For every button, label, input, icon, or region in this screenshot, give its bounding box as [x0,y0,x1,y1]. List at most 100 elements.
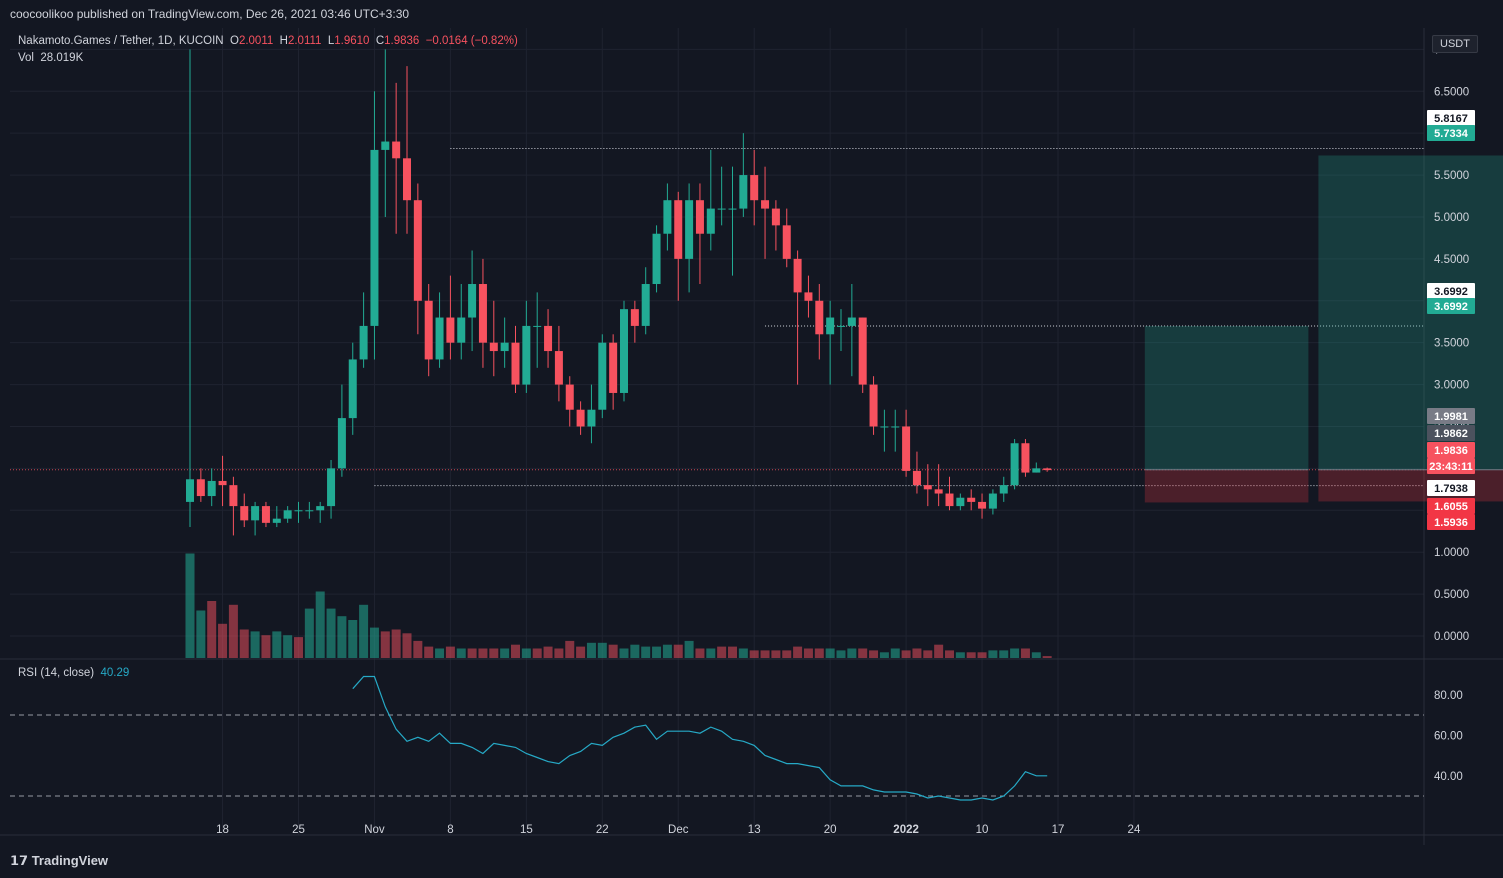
volume-bar [228,604,238,658]
candle-body [837,325,845,327]
candle-body [403,158,411,201]
price-tick-label: 0.0000 [1434,631,1469,643]
price-label-bg [1427,514,1475,530]
profit-zone [1144,325,1309,470]
price-label-bg [1427,425,1475,441]
candle-body [554,351,563,385]
candle-body [522,325,531,385]
candle-body [771,208,780,226]
tv-logo-icon: 𝟭𝟳 [10,853,32,868]
candle-body [435,317,444,360]
high-value: 2.0111 [287,35,322,47]
volume-bar [706,648,716,658]
price-label-bg [1427,298,1475,314]
volume-bar [369,627,379,658]
candle-body [489,342,498,352]
price-label-text: 1.6055 [1434,501,1468,513]
candle-body [880,426,889,428]
candle-body [327,468,336,507]
volume-bar [478,648,488,658]
volume-bar [391,629,401,658]
candle-body [782,225,791,259]
candle-body [261,506,270,523]
volume-bar [359,604,369,658]
volume-bar [445,646,455,658]
time-tick-label: 2022 [893,824,919,836]
volume-bar [1042,656,1052,658]
price-label: 1.9862 [1427,425,1475,441]
volume-bar [326,608,336,658]
time-tick-label: 20 [824,824,837,836]
tradingview-logo[interactable]: 𝟭𝟳 TradingView [10,853,108,869]
volume-bar [814,648,824,658]
time-tick-label: 25 [292,824,305,836]
candle-body [576,409,585,427]
price-label: 23:43:11 [1427,458,1475,474]
volume-bar [272,631,282,658]
volume-bar [294,637,303,658]
candle-body [847,317,856,326]
volume-bar [597,642,607,658]
chart-canvas[interactable]: 76.50006.00005.50005.00004.50004.00003.5… [0,28,1503,845]
time-axis[interactable]: 18 25 Nov 8 15 22 Dec 13 20 2022 10 17 24 [216,824,1141,836]
time-tick-label: 18 [216,824,229,836]
volume-bar [684,640,694,658]
volume-bar [456,648,466,658]
horizontal-lines[interactable] [10,148,1424,487]
volume-bar [424,646,434,658]
candle-body [717,208,726,210]
volume-bar [825,648,835,658]
close-label: C [375,35,385,47]
vol-value: 28.019K [40,52,84,64]
candle-body [294,510,303,512]
price-label-bg [1427,442,1475,458]
volume-bar [619,648,629,658]
volume-bar [337,616,347,658]
time-tick-label: 17 [1052,824,1065,836]
candle-body [1010,443,1019,486]
footer: 𝟭𝟳 TradingView [0,845,1503,878]
volume-bar [803,648,813,658]
volume-bar [435,648,445,658]
rsi-line [352,675,1048,801]
candle-body [457,317,466,343]
volume-bar [999,650,1009,658]
candle-body [305,510,314,512]
price-label: 3.6992 [1427,283,1475,299]
price-label-text: 5.7334 [1434,128,1469,140]
volume-bar [380,631,390,658]
price-label-bg [1427,110,1475,126]
candle-body [229,485,238,507]
candle-body [923,485,932,490]
candle-body [999,485,1008,494]
volume-bar [760,650,770,658]
candle-body [652,233,661,285]
volume-bar [402,633,412,658]
volume-bar [543,646,553,658]
volume-bar [532,648,542,658]
price-tick-label: 0.5000 [1434,589,1469,601]
candles[interactable] [186,49,1052,536]
price-label-bg [1427,408,1475,424]
rsi-label[interactable]: RSI (14, close) [18,667,95,679]
price-tick-label: 5.5000 [1434,170,1469,182]
currency-button[interactable]: USDT [1432,35,1478,53]
candle-body [533,325,542,327]
candle-body [695,200,704,234]
price-label-text: 1.9836 [1434,445,1468,457]
price-label-text: 1.9981 [1434,411,1468,423]
candle-body [500,342,509,352]
volume-bar [576,646,586,658]
stop-zone [1318,469,1503,502]
volume-bar [673,644,683,658]
price-label: 5.7334 [1427,125,1475,141]
volume-bar [955,652,965,658]
rsi-tick-label: 60.00 [1434,730,1463,742]
time-tick-label: Nov [364,824,385,836]
volume-bar [315,591,325,658]
rsi-tick-label: 40.00 [1434,771,1463,783]
candle-body [240,506,249,521]
symbol-name[interactable]: Nakamoto.Games / Tether, 1D, KUCOIN [18,35,224,47]
volume-bar [283,635,293,658]
vol-label[interactable]: Vol [18,52,34,64]
